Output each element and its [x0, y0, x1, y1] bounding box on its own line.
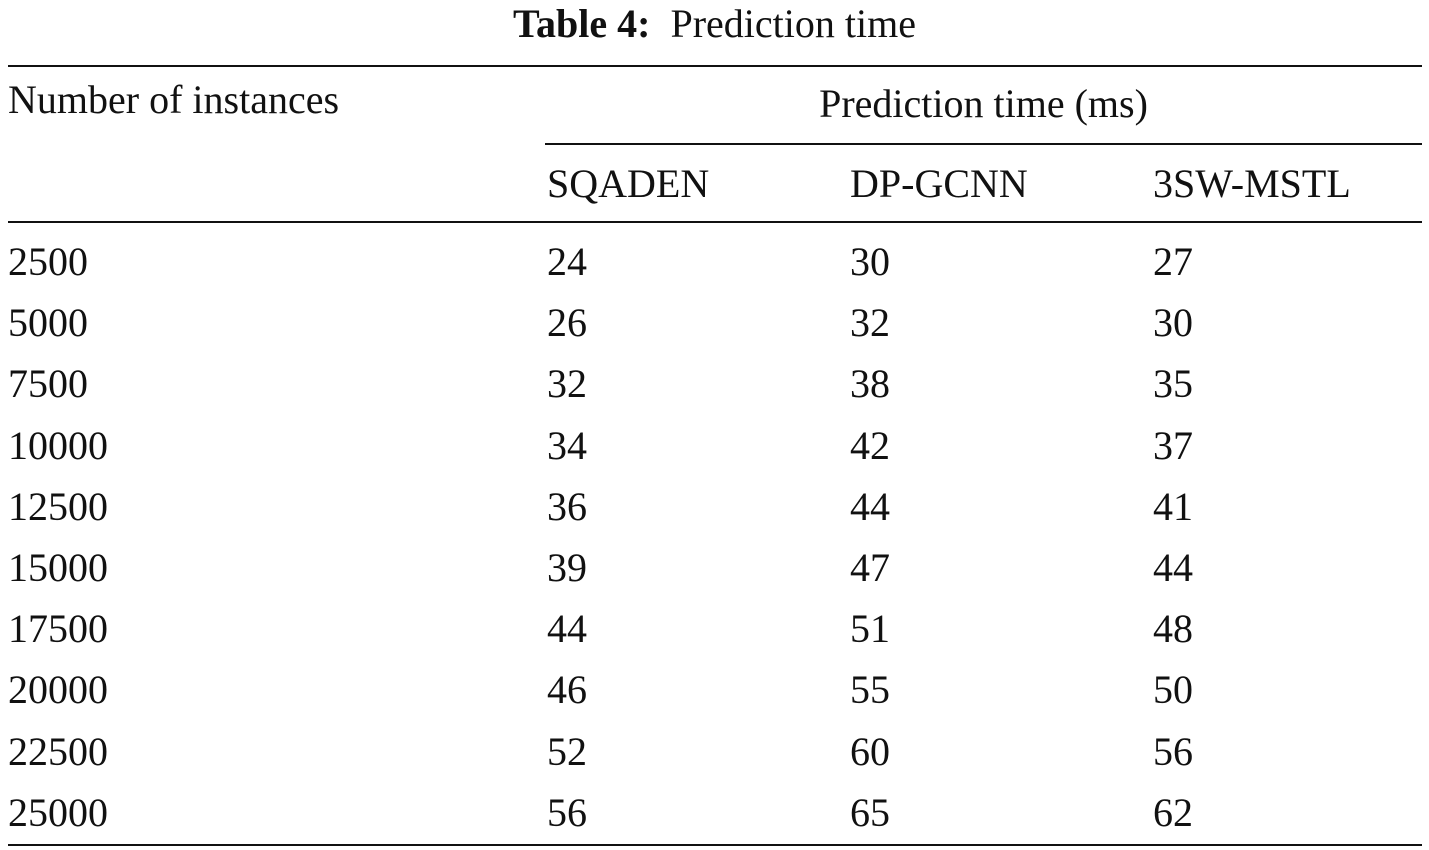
group-rule	[545, 143, 1422, 145]
cell: 39	[547, 545, 587, 590]
cell: 42	[850, 422, 890, 468]
header-rule	[8, 221, 1422, 223]
table-caption: Table 4: Prediction time	[0, 2, 1429, 46]
cell: 51	[850, 606, 890, 652]
cell: 30	[850, 239, 890, 284]
caption-label: Table 4:	[513, 1, 651, 46]
cell: 24	[547, 239, 587, 284]
column-header: SQADEN	[547, 161, 710, 206]
cell: 37	[1153, 422, 1193, 468]
row-label: 25000	[8, 789, 108, 835]
row-label: 15000	[8, 545, 108, 590]
cell: 56	[547, 789, 587, 835]
group-header: Prediction time (ms)	[819, 81, 1148, 126]
cell: 48	[1153, 606, 1193, 652]
cell: 32	[850, 300, 890, 346]
cell: 44	[850, 483, 890, 529]
row-label: 7500	[8, 361, 88, 407]
cell: 26	[547, 300, 587, 346]
cell: 32	[547, 361, 587, 407]
cell: 35	[1153, 361, 1193, 407]
column-header: 3SW-MSTL	[1153, 161, 1351, 206]
cell: 60	[850, 728, 890, 774]
caption-text: Prediction time	[670, 1, 916, 46]
cell: 65	[850, 789, 890, 835]
bottom-rule	[8, 844, 1422, 846]
cell: 56	[1153, 728, 1193, 774]
cell: 47	[850, 545, 890, 590]
cell: 38	[850, 361, 890, 407]
row-label: 5000	[8, 300, 88, 346]
cell: 55	[850, 667, 890, 713]
row-label: 12500	[8, 483, 108, 529]
cell: 44	[1153, 545, 1193, 590]
row-label: 10000	[8, 422, 108, 468]
cell: 27	[1153, 239, 1193, 284]
row-label: 2500	[8, 239, 88, 284]
cell: 36	[547, 483, 587, 529]
cell: 62	[1153, 789, 1193, 835]
column-header: DP-GCNN	[850, 161, 1028, 206]
row-label: 22500	[8, 728, 108, 774]
cell: 34	[547, 422, 587, 468]
top-rule	[8, 65, 1422, 67]
cell: 46	[547, 667, 587, 713]
row-header: Number of instances	[8, 77, 340, 122]
row-label: 17500	[8, 606, 108, 652]
cell: 44	[547, 606, 587, 652]
cell: 52	[547, 728, 587, 774]
cell: 41	[1153, 483, 1193, 529]
cell: 50	[1153, 667, 1193, 713]
cell: 30	[1153, 300, 1193, 346]
row-label: 20000	[8, 667, 108, 713]
